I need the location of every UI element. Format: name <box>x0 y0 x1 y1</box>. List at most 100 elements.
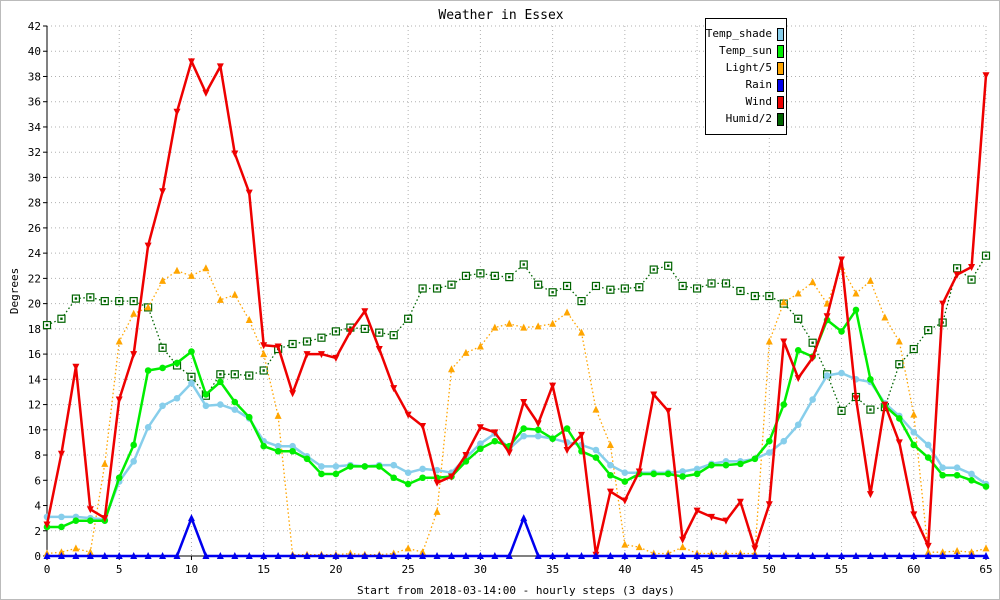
data-point <box>534 552 542 559</box>
data-point <box>274 447 282 455</box>
data-point <box>606 440 614 448</box>
data-point <box>664 470 672 478</box>
data-point <box>188 348 195 355</box>
data-point <box>375 552 383 559</box>
data-point <box>794 347 802 354</box>
y-tick-label: 14 <box>28 373 42 386</box>
tick-labels: 0 5 10 15 20 25 30 35 40 45 50 55 60 6502468101214161… <box>28 20 993 576</box>
data-point-core <box>45 323 49 327</box>
data-point <box>852 306 860 314</box>
data-point <box>260 442 267 450</box>
data-point <box>86 552 94 559</box>
data-point <box>130 458 137 465</box>
data-point <box>635 468 643 476</box>
data-point-core <box>262 369 265 372</box>
data-point <box>924 542 932 550</box>
series-temp-shade <box>43 369 990 523</box>
data-point <box>881 552 889 559</box>
data-point <box>361 552 369 559</box>
data-point-core <box>349 326 352 329</box>
y-tick-label: 42 <box>28 20 41 33</box>
data-point <box>982 544 990 552</box>
data-point <box>202 402 210 410</box>
y-tick-label: 20 <box>28 298 41 311</box>
data-point-core <box>435 287 439 290</box>
data-point <box>115 474 123 482</box>
data-point <box>159 276 167 284</box>
data-point <box>274 411 282 419</box>
data-point <box>621 469 629 477</box>
data-point-core <box>681 284 684 288</box>
data-point <box>534 432 542 440</box>
data-point <box>534 322 542 330</box>
data-point <box>346 552 354 559</box>
data-point <box>115 337 123 345</box>
data-point <box>72 517 80 524</box>
legend-swatch <box>777 45 784 58</box>
data-point <box>260 350 268 358</box>
data-point <box>896 415 903 422</box>
data-point <box>823 372 831 379</box>
data-point-core <box>103 299 106 303</box>
data-point <box>476 552 484 559</box>
data-point-core <box>464 274 468 278</box>
data-point <box>217 378 224 386</box>
data-point <box>86 548 94 556</box>
data-point <box>419 474 426 482</box>
data-point <box>317 351 325 359</box>
data-point-core <box>190 375 193 379</box>
data-point <box>679 552 687 559</box>
data-point <box>346 328 354 336</box>
legend-item: Light/5 <box>706 60 788 76</box>
data-point <box>953 271 961 279</box>
data-point <box>58 523 65 531</box>
x-tick-label: 0 <box>44 563 51 576</box>
data-point <box>173 394 181 402</box>
data-point <box>43 552 51 559</box>
data-point <box>910 511 918 519</box>
data-point <box>216 63 224 71</box>
data-point <box>375 463 383 470</box>
data-point <box>72 544 80 552</box>
data-point <box>520 514 528 522</box>
legend-label: Wind <box>745 95 773 108</box>
data-point <box>765 501 773 509</box>
data-point <box>766 437 773 445</box>
data-point <box>217 401 224 408</box>
data-point <box>592 552 600 559</box>
data-point <box>679 536 687 544</box>
data-point-core <box>580 299 583 303</box>
data-point <box>722 461 730 469</box>
data-point <box>57 548 65 556</box>
data-point-core <box>594 284 598 288</box>
data-point <box>838 256 846 264</box>
data-point-core <box>551 291 554 294</box>
data-point <box>780 552 788 559</box>
data-point <box>809 354 817 362</box>
data-point <box>982 483 990 490</box>
data-point <box>87 517 94 524</box>
data-point <box>202 552 210 559</box>
data-point <box>968 470 975 478</box>
data-point-core <box>955 267 959 270</box>
data-point <box>881 313 889 321</box>
data-point <box>101 515 109 523</box>
data-point <box>72 363 80 371</box>
data-point <box>130 441 137 449</box>
data-point <box>231 552 239 559</box>
y-tick-label: 32 <box>28 146 41 159</box>
data-point <box>462 458 470 465</box>
data-point <box>939 548 947 556</box>
legend-swatch <box>777 28 784 41</box>
data-point <box>578 328 586 336</box>
data-point <box>332 354 340 362</box>
data-point <box>650 470 658 478</box>
data-point <box>462 348 470 356</box>
data-point <box>621 497 629 505</box>
data-point <box>404 544 412 552</box>
data-point <box>245 316 253 324</box>
data-point <box>953 552 961 559</box>
data-point <box>852 552 860 559</box>
y-tick-label: 0 <box>34 550 41 563</box>
data-point-core <box>60 317 63 320</box>
